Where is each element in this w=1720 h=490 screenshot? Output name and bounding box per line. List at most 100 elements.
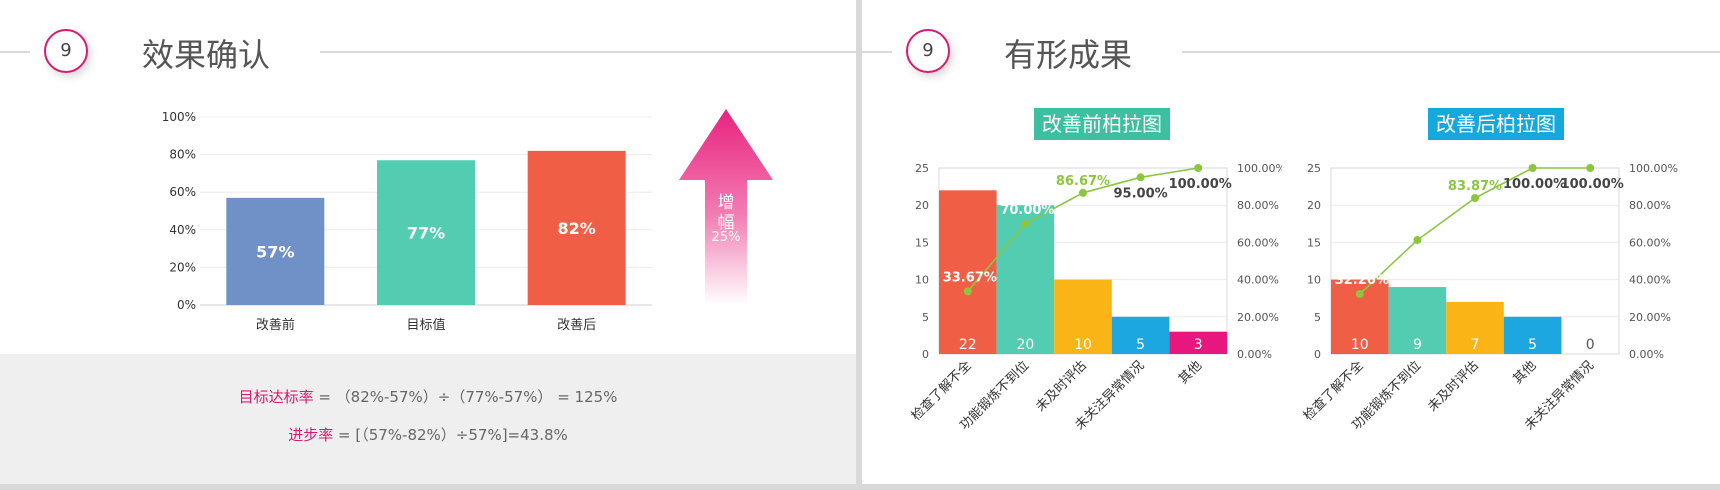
increase-value: 25% [711, 230, 741, 245]
bar-value-label: 57% [256, 242, 294, 261]
bar-count-label: 5 [1136, 337, 1145, 353]
y-tick-label: 0% [177, 298, 196, 312]
y-left-tick-label: 25 [1307, 162, 1321, 175]
pareto-before-title: 改善前柏拉图 [1034, 108, 1170, 140]
y-left-tick-label: 5 [1314, 311, 1321, 324]
cumulative-label: 32.26% [1335, 273, 1389, 288]
pareto-before-chart: 0 0.00% 5 20.00% 10 40.00% 15 60.00% 20 80.00% 25 1… [908, 162, 1282, 433]
tangible-results-panel: 9 有形成果 改善前柏拉图 改善后柏拉图 0 0.00% 5 20.00% 10 40.0… [862, 0, 1720, 484]
bar-count-label: 22 [959, 337, 977, 353]
cumulative-point [1413, 236, 1422, 245]
y-tick-label: 60% [169, 185, 196, 199]
pareto-after-chart: 0 0.00% 5 20.00% 10 40.00% 15 60.00% 20 80.00% 25 1… [1300, 162, 1678, 433]
pareto-before-bar-3 [1054, 279, 1112, 354]
bar-count-label: 10 [1074, 337, 1092, 353]
pareto-after-bar-2 [1388, 287, 1447, 354]
y-tick-label: 20% [169, 260, 196, 274]
header-line-right [1182, 51, 1720, 53]
formula-area: 目标达标率 = （82%-57%）÷（77%-57%） = 125% 进步率 =… [0, 354, 856, 484]
y-left-tick-label: 15 [915, 236, 929, 249]
x-category-label: 改善后 [557, 317, 596, 333]
progress-rate-label: 进步率 [288, 426, 334, 444]
y-right-tick-label: 0.00% [1629, 348, 1664, 361]
cumulative-label: 33.67% [943, 270, 997, 285]
cumulative-point [1021, 219, 1030, 228]
bar-value-label: 82% [558, 219, 596, 238]
y-right-tick-label: 0.00% [1237, 348, 1272, 361]
bar-count-label: 5 [1528, 337, 1537, 353]
cumulative-point [1355, 289, 1364, 298]
effect-bar-chart: 0% 20% 40% 60% 80% 100% 57% 改善前 77% 目标值 82% 改善后 [162, 110, 652, 333]
pareto-after-bar-3 [1446, 301, 1504, 354]
y-right-tick-label: 100.00% [1629, 162, 1678, 175]
cumulative-label: 86.67% [1056, 174, 1110, 189]
bar-count-label: 0 [1586, 337, 1595, 353]
cumulative-label: 83.87% [1448, 179, 1502, 194]
header-line-right [320, 51, 856, 53]
y-right-tick-label: 20.00% [1237, 311, 1279, 324]
cumulative-label: 100.00% [1169, 177, 1232, 192]
y-left-tick-label: 25 [915, 162, 929, 175]
y-left-tick-label: 0 [1314, 348, 1321, 361]
x-category-label: 未及时评估 [1033, 358, 1090, 415]
bar-count-label: 10 [1351, 337, 1369, 353]
section-number-badge: 9 [906, 29, 950, 73]
bar-count-label: 9 [1413, 337, 1422, 353]
section-number-badge: 9 [44, 29, 88, 73]
y-right-tick-label: 20.00% [1629, 311, 1671, 324]
header-line-left [0, 51, 30, 53]
pareto-after-title: 改善后柏拉图 [1428, 108, 1564, 140]
bar-count-label: 3 [1194, 337, 1203, 353]
bar-count-label: 20 [1016, 337, 1034, 353]
increase-arrow [679, 109, 773, 305]
section-title: 有形成果 [1004, 36, 1133, 74]
y-left-tick-label: 15 [1307, 236, 1321, 249]
cumulative-point [1471, 194, 1479, 203]
cumulative-point [1136, 173, 1145, 182]
cumulative-point [1528, 164, 1537, 172]
y-right-tick-label: 60.00% [1237, 236, 1279, 249]
increase-label-1: 增 [717, 193, 735, 213]
target-rate-label: 目标达标率 [238, 388, 314, 406]
y-left-tick-label: 20 [1307, 199, 1321, 212]
progress-rate-formula: 进步率 = [（57%-82%）÷57%]=43.8% [0, 424, 856, 445]
cumulative-label: 95.00% [1114, 186, 1168, 201]
target-rate-formula: 目标达标率 = （82%-57%）÷（77%-57%） = 125% [0, 386, 856, 407]
pareto-before-bar-2 [996, 205, 1055, 354]
x-category-label: 其他 [1510, 358, 1539, 387]
y-left-tick-label: 10 [1307, 274, 1321, 287]
cumulative-label: 70.00% [1000, 203, 1054, 218]
y-left-tick-label: 5 [922, 311, 929, 324]
section-title: 效果确认 [142, 36, 271, 74]
bar-1 [226, 197, 325, 305]
x-category-label: 其他 [1176, 358, 1205, 387]
x-category-label: 改善前 [256, 317, 295, 333]
y-left-tick-label: 0 [922, 348, 929, 361]
x-category-label: 未及时评估 [1425, 358, 1482, 415]
target-rate-expression: = （82%-57%）÷（77%-57%） = 125% [313, 388, 618, 406]
pareto-before-bar-4 [1111, 316, 1170, 354]
header-line-left [862, 51, 892, 53]
cumulative-point [963, 287, 972, 296]
effect-confirmation-panel: 9 效果确认 0% 20% 40% 60% 80% 100% 57% 改善前 77% 目标值 82%… [0, 0, 856, 484]
bar-value-label: 77% [407, 224, 445, 243]
bar-3 [527, 150, 626, 305]
progress-rate-expression: = [（57%-82%）÷57%]=43.8% [333, 426, 568, 444]
y-right-tick-label: 80.00% [1629, 199, 1671, 212]
cumulative-label: 100.00% [1561, 177, 1624, 192]
y-tick-label: 80% [169, 148, 196, 162]
bar-2 [377, 160, 475, 305]
y-right-tick-label: 100.00% [1237, 162, 1282, 175]
cumulative-label: 100.00% [1503, 177, 1566, 192]
y-right-tick-label: 80.00% [1237, 199, 1279, 212]
cumulative-point [1586, 164, 1595, 172]
y-right-tick-label: 60.00% [1629, 236, 1671, 249]
pareto-after-bar-4 [1503, 316, 1562, 354]
x-category-label: 目标值 [406, 317, 445, 333]
y-left-tick-label: 10 [915, 274, 929, 287]
increase-label-2: 幅 [717, 213, 735, 233]
y-tick-label: 100% [162, 110, 196, 124]
cumulative-point [1079, 188, 1087, 197]
y-left-tick-label: 20 [915, 199, 929, 212]
pareto-before-bar-1 [939, 190, 997, 354]
